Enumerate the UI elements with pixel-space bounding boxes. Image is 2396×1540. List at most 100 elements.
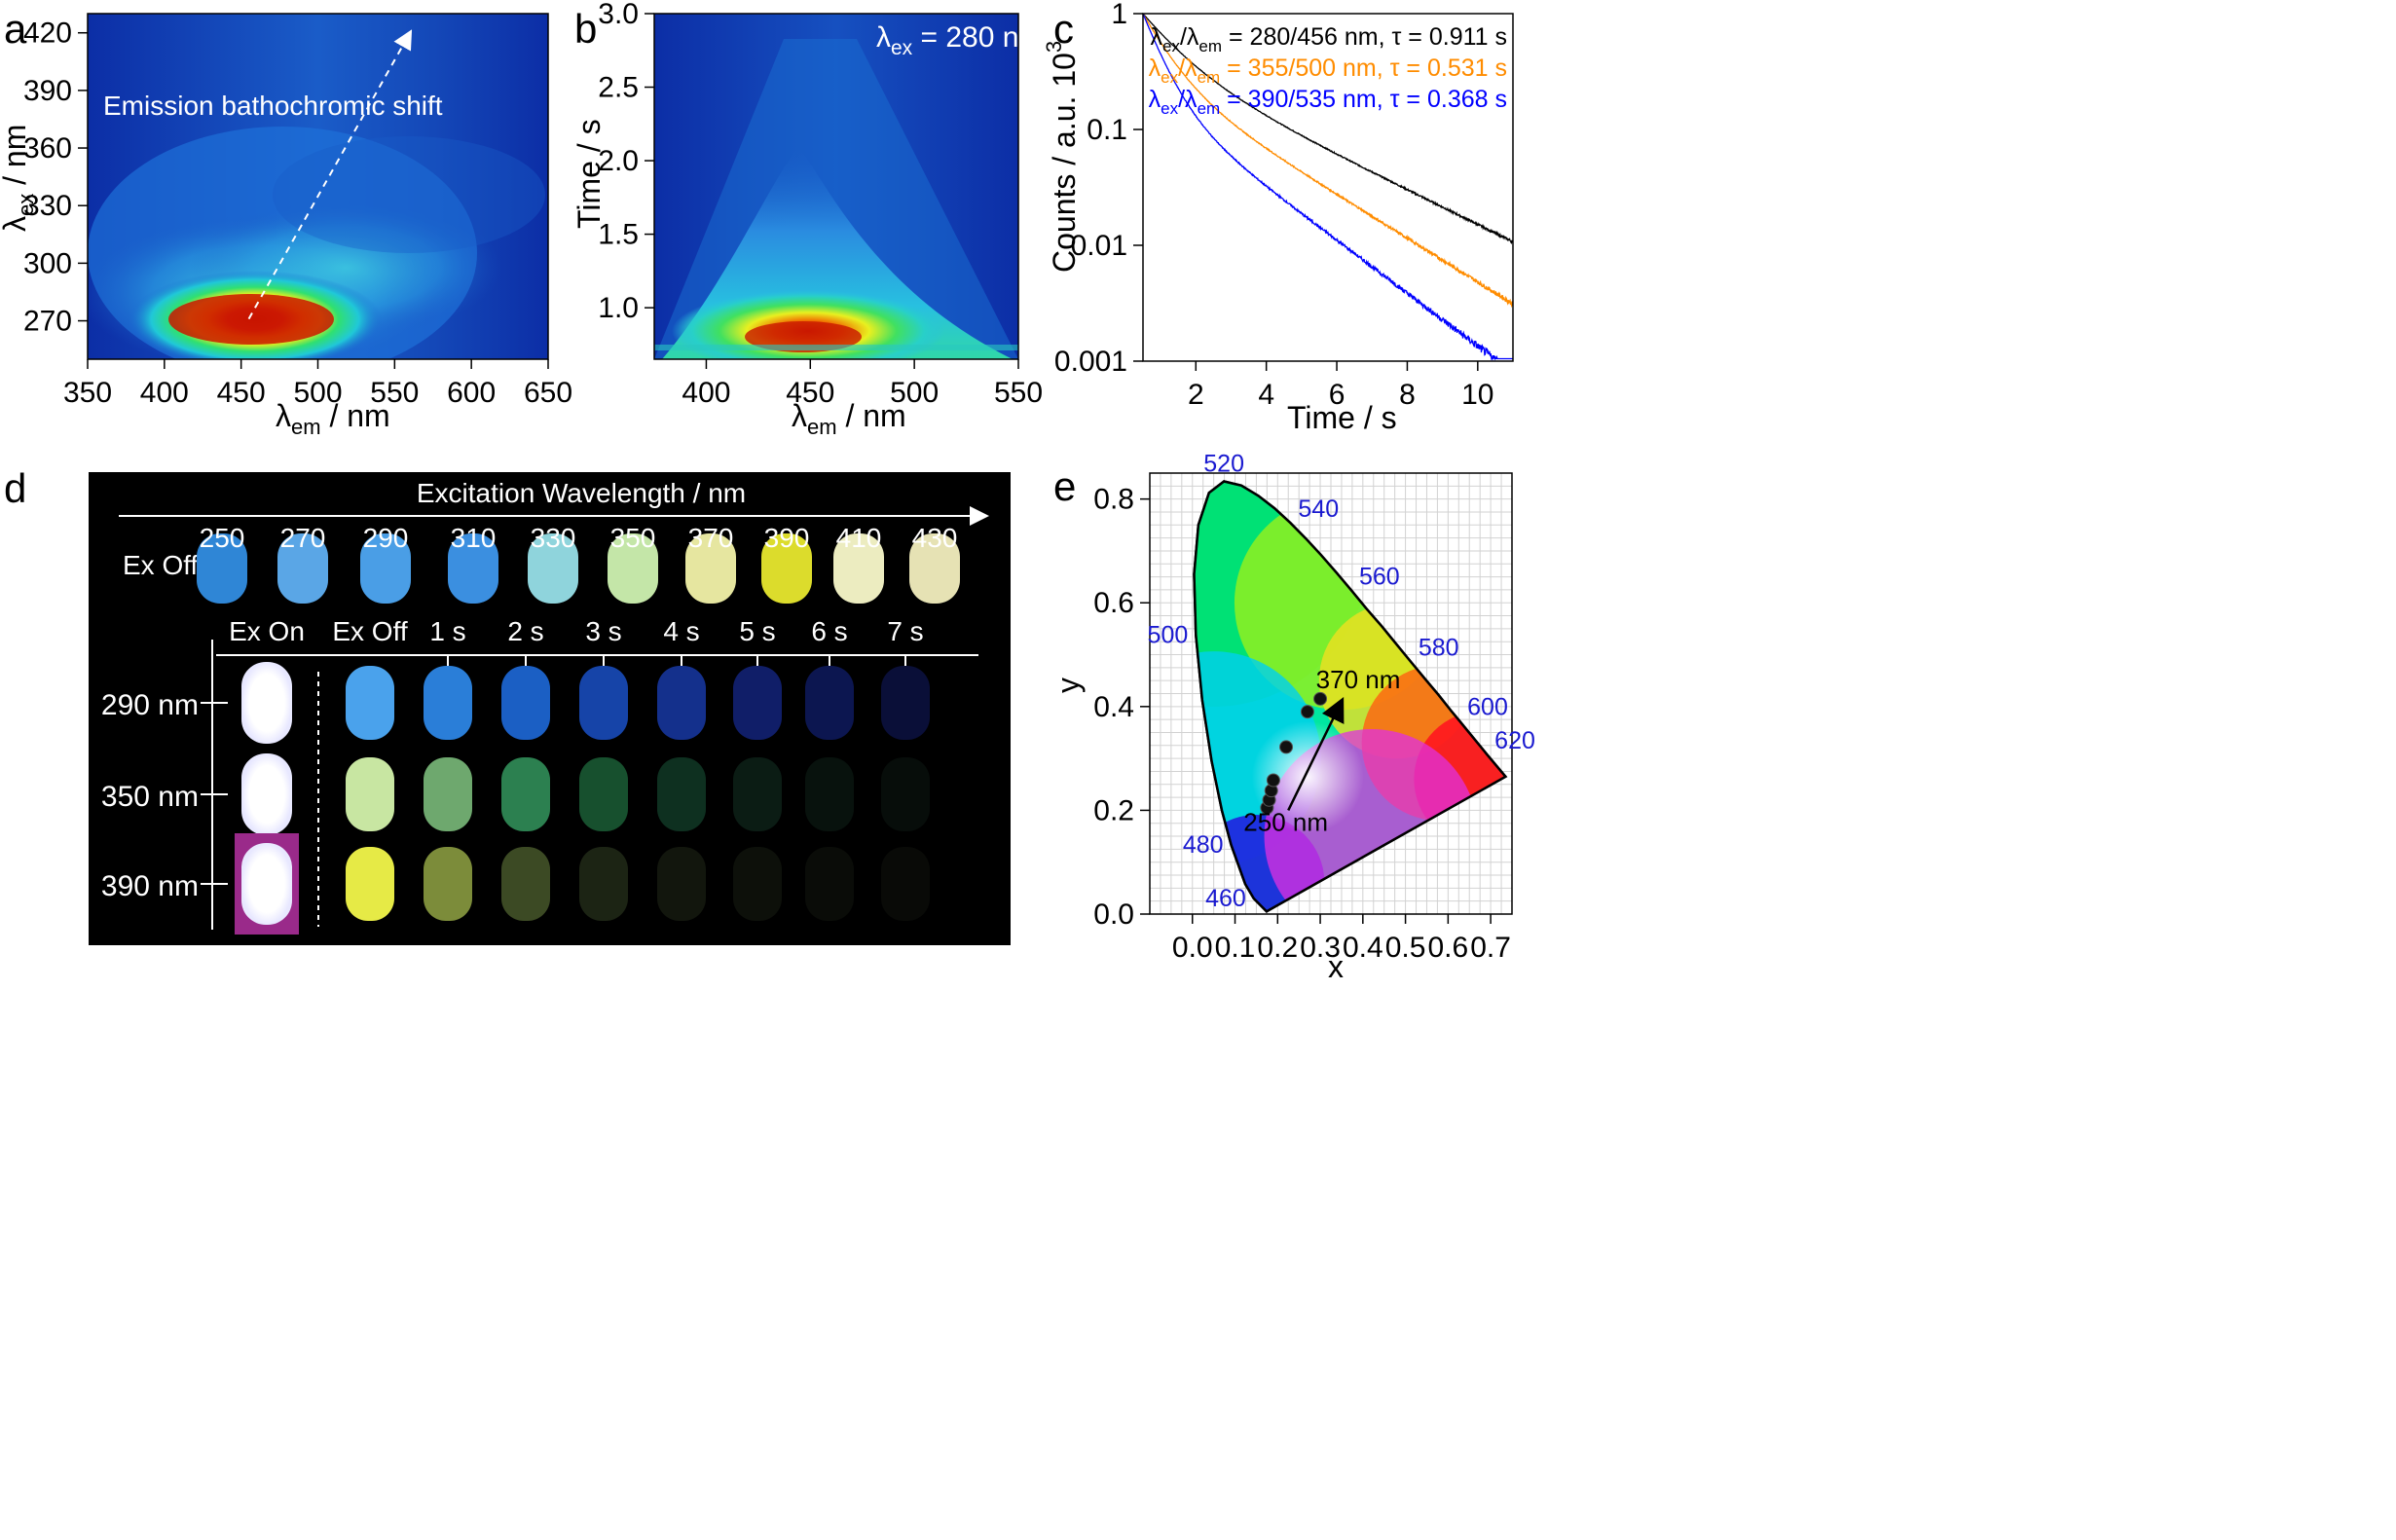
ytick-label: 0.0 xyxy=(1093,898,1134,931)
row0-label: Ex Off xyxy=(123,550,199,580)
locus-colors xyxy=(1194,481,1506,912)
ytick-label: 1 xyxy=(1111,0,1127,30)
shift-arrow xyxy=(247,29,413,320)
ytick-label: 1.5 xyxy=(598,219,639,251)
legend-item-1: λex/λem = 280/456 nm, τ = 0.911 s xyxy=(1151,23,1508,55)
ylabel-e: y xyxy=(1051,678,1086,693)
vial-afterglow xyxy=(881,847,930,921)
vial-afterglow xyxy=(579,757,628,831)
vial-ex-off xyxy=(197,533,247,604)
xlabel-a: λem / nm xyxy=(276,398,390,439)
ytick-label: 0.6 xyxy=(1093,587,1134,619)
xtick-label: 500 xyxy=(890,377,939,409)
column-header: 2 s xyxy=(507,616,543,646)
vial-ex-off xyxy=(608,533,658,604)
legend-item-2: λex/λem = 355/500 nm, τ = 0.531 s xyxy=(1149,55,1507,87)
ytick-label: 390 xyxy=(23,75,72,107)
ylabel-b: Time / s xyxy=(571,119,607,229)
column-header: 5 s xyxy=(739,616,775,646)
heatmap-b xyxy=(654,14,1018,359)
xtick-label: 4 xyxy=(1258,379,1274,411)
vial-afterglow xyxy=(881,757,930,831)
legend-c: λex/λem = 280/456 nm, τ = 0.911 sλex/λem… xyxy=(1149,23,1507,118)
vial-afterglow xyxy=(424,847,472,921)
ytick-label: 0.4 xyxy=(1093,691,1134,723)
afterglow-grid: Ex On Ex Off 1 s 2 s 3 s 4 s 5 s 6 s 7 s 290 nm 35… xyxy=(101,616,978,935)
xtick-label: 400 xyxy=(140,377,189,409)
vial-ex-off xyxy=(909,533,960,604)
ytick-label: 2.0 xyxy=(598,145,639,177)
ylabel-c: Counts / a.u. 103 xyxy=(1042,41,1082,273)
xtick-label: 450 xyxy=(786,377,834,409)
ytick-label: 0.001 xyxy=(1054,346,1127,378)
annotation-excitation: λex = 280 nm xyxy=(876,21,1043,59)
cie-points: 520 540 560 580 600 620 500 480 460 250 nm 370 nm xyxy=(1148,451,1535,912)
column-header: Ex Off xyxy=(332,616,408,646)
ytick-label: 2.5 xyxy=(598,72,639,104)
xtick-label: 400 xyxy=(682,377,730,409)
label-250nm: 250 nm xyxy=(1243,808,1328,837)
ytick-label: 420 xyxy=(23,18,72,50)
annotation-bathochromic: Emission bathochromic shift xyxy=(103,91,443,121)
vial-afterglow xyxy=(657,666,706,740)
ytick-label: 270 xyxy=(23,306,72,338)
panel-label-b: b xyxy=(574,6,597,52)
xtick-label: 0.5 xyxy=(1385,932,1426,964)
column-header: Ex On xyxy=(229,616,305,646)
wavelength-label: 330 xyxy=(531,523,576,553)
panel-label-d: d xyxy=(4,465,26,511)
column-header: 3 s xyxy=(585,616,621,646)
vial-afterglow xyxy=(579,666,628,740)
vial-ex-off xyxy=(360,533,411,604)
ytick-label: 0.1 xyxy=(1087,114,1127,146)
xtick-label: 550 xyxy=(994,377,1043,409)
wavelength-label: 390 xyxy=(764,523,810,553)
wavelength-tick-label: 480 xyxy=(1183,831,1224,859)
column-header: 6 s xyxy=(811,616,847,646)
vial-afterglow xyxy=(501,666,550,740)
panel-label-a: a xyxy=(4,6,27,52)
vial-afterglow xyxy=(881,666,930,740)
xtick-label: 0.3 xyxy=(1300,932,1341,964)
wavelength-tick-label: 540 xyxy=(1298,495,1339,523)
column-header: 4 s xyxy=(663,616,699,646)
ytick-label: 3.0 xyxy=(598,0,639,30)
column-header: 1 s xyxy=(429,616,465,646)
vial-afterglow xyxy=(579,847,628,921)
wavelength-label: 250 xyxy=(200,523,245,553)
ytick-label: 0.01 xyxy=(1071,230,1127,262)
wavelength-tick-label: 560 xyxy=(1359,563,1400,590)
xtick-label: 0.2 xyxy=(1257,932,1298,964)
vial-afterglow xyxy=(733,666,782,740)
heatmap-a xyxy=(88,14,548,359)
wavelength-label: 370 xyxy=(688,523,734,553)
row-label: 290 nm xyxy=(101,689,199,721)
vial-ex-on xyxy=(241,662,292,744)
xtick-label: 0.4 xyxy=(1343,932,1383,964)
wavelength-label: 310 xyxy=(451,523,497,553)
cie-arrow xyxy=(1287,697,1345,811)
wavelength-label: 410 xyxy=(836,523,882,553)
decay-series-1 xyxy=(1143,14,1513,245)
wavelength-label: 290 xyxy=(363,523,409,553)
xtick-label: 0.0 xyxy=(1172,932,1213,964)
xtick-label: 8 xyxy=(1399,379,1416,411)
locus-outline xyxy=(1193,480,1508,913)
xtick-label: 500 xyxy=(293,377,342,409)
vial-afterglow xyxy=(424,666,472,740)
wavelength-tick-label: 500 xyxy=(1148,621,1189,648)
vial-afterglow xyxy=(657,847,706,921)
xtick-label: 0.1 xyxy=(1215,932,1256,964)
white-point-region xyxy=(1242,680,1399,837)
ytick-label: 330 xyxy=(23,190,72,222)
ylabel-a: λex / nm xyxy=(0,125,38,232)
wavelength-tick-label: 580 xyxy=(1419,634,1459,661)
vial-ex-off xyxy=(761,533,812,604)
cie-locus xyxy=(1193,480,1508,913)
vial-afterglow xyxy=(733,757,782,831)
vial-ex-off xyxy=(833,533,884,604)
cie-point xyxy=(1266,773,1280,788)
vial-ex-off xyxy=(448,533,498,604)
vial-ex-off xyxy=(277,533,328,604)
vial-afterglow xyxy=(733,847,782,921)
